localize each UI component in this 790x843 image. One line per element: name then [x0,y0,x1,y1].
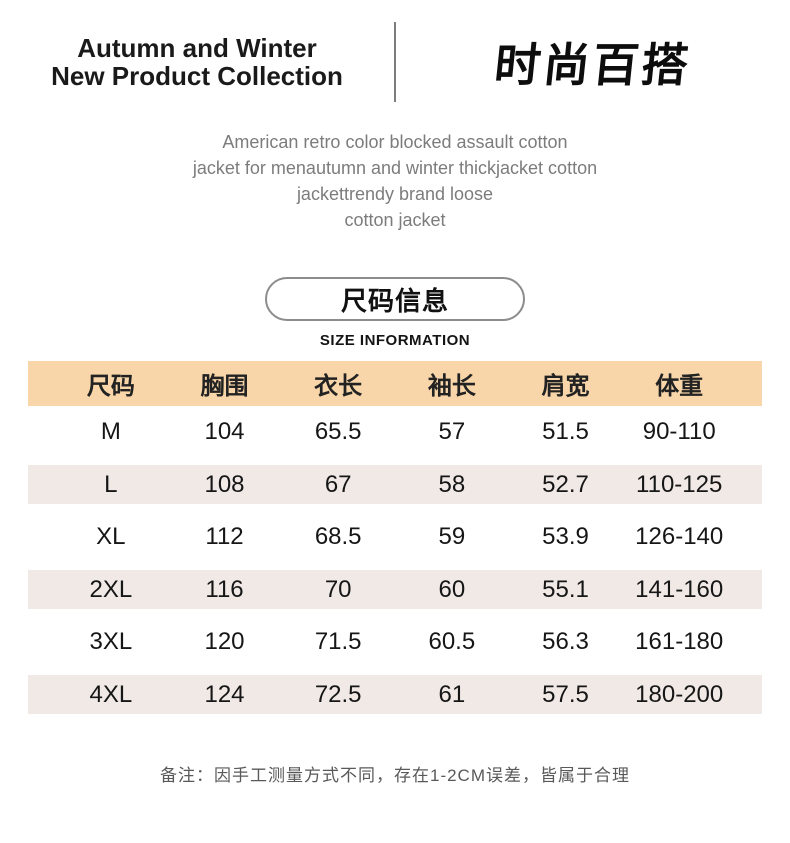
cell-chest: 108 [204,470,245,498]
size-info-caption: SIZE INFORMATION [319,332,471,349]
cell-sleeve: 60.5 [428,628,476,656]
cell-shoulder: 56.3 [542,628,589,656]
cell-sleeve: 58 [438,470,466,498]
cell-chest: 112 [205,523,244,551]
cell-shoulder: 57.5 [542,680,589,708]
description-line: jacket for menautumn and winter thickjac… [192,158,598,178]
size-table-header: 尺码 胸围 衣长 袖长 肩宽 体重 [28,361,762,406]
cell-size: 4XL [89,680,133,708]
column-header-shoulder: 肩宽 [541,373,590,400]
cell-weight: 180-200 [635,680,724,708]
cell-weight: 110-125 [636,470,723,498]
cell-size: 2XL [89,575,133,603]
table-row: 3XL 120 71.5 60.5 56.3 161-180 [28,616,762,669]
column-header-chest: 胸围 [200,373,249,400]
cell-weight: 161-180 [635,628,724,656]
collection-title: Autumn and Winter New Product Collection [0,34,394,90]
cell-shoulder: 55.1 [542,575,589,603]
column-header-length: 衣长 [314,373,363,400]
cell-length: 68.5 [314,523,362,551]
column-header-sleeve: 袖长 [427,373,476,400]
cell-weight: 126-140 [635,523,724,551]
table-row: M 104 65.5 57 51.5 90-110 [28,406,762,459]
cell-weight: 90-110 [642,418,716,446]
cell-sleeve: 57 [438,418,466,446]
cell-size: M [100,418,121,446]
column-header-weight: 体重 [655,373,704,400]
top-banner: Autumn and Winter New Product Collection… [0,20,790,104]
cell-shoulder: 51.5 [542,418,589,446]
description-line: American retro color blocked assault cot… [222,132,568,152]
cell-sleeve: 61 [438,680,466,708]
brand-slogan-text: 时尚百搭 [491,39,694,91]
cell-size: L [104,470,118,498]
size-info-badge: 尺码信息 [265,277,525,321]
cell-length: 70 [324,575,352,603]
cell-length: 72.5 [314,680,362,708]
size-table: 尺码 胸围 衣长 袖长 肩宽 体重 M 104 65.5 57 51.5 90-… [28,361,762,721]
cell-length: 71.5 [314,628,362,656]
cell-size: 3XL [89,628,133,656]
table-row: 4XL 124 72.5 61 57.5 180-200 [28,669,762,722]
table-row: XL 112 68.5 59 53.9 126-140 [28,511,762,564]
cell-weight: 141-160 [635,575,724,603]
cell-chest: 104 [204,418,245,446]
measurement-note: 备注：因手工测量方式不同，存在1-2CM误差，皆属于合理 [159,766,630,785]
brand-slogan-area: 时尚百搭 [396,29,790,95]
cell-shoulder: 53.9 [542,523,589,551]
cell-shoulder: 52.7 [542,470,589,498]
cell-sleeve: 60 [438,575,466,603]
cell-chest: 120 [204,628,245,656]
collection-title-line1: Autumn and Winter [77,33,317,63]
cell-chest: 116 [205,575,244,603]
cell-length: 65.5 [314,418,362,446]
cell-length: 67 [324,470,352,498]
product-description: American retro color blocked assault cot… [0,129,790,233]
cell-size: XL [96,523,126,551]
table-row: L 108 67 58 52.7 110-125 [28,459,762,512]
cell-chest: 124 [204,680,245,708]
description-line: cotton jacket [344,210,446,230]
size-info-badge-label: 尺码信息 [340,285,449,316]
collection-title-line2: New Product Collection [51,61,343,91]
table-row: 2XL 116 70 60 55.1 141-160 [28,564,762,617]
description-line: jackettrendy brand loose [296,184,494,204]
column-header-size: 尺码 [86,373,135,400]
cell-sleeve: 59 [438,523,466,551]
vertical-divider [394,22,396,102]
